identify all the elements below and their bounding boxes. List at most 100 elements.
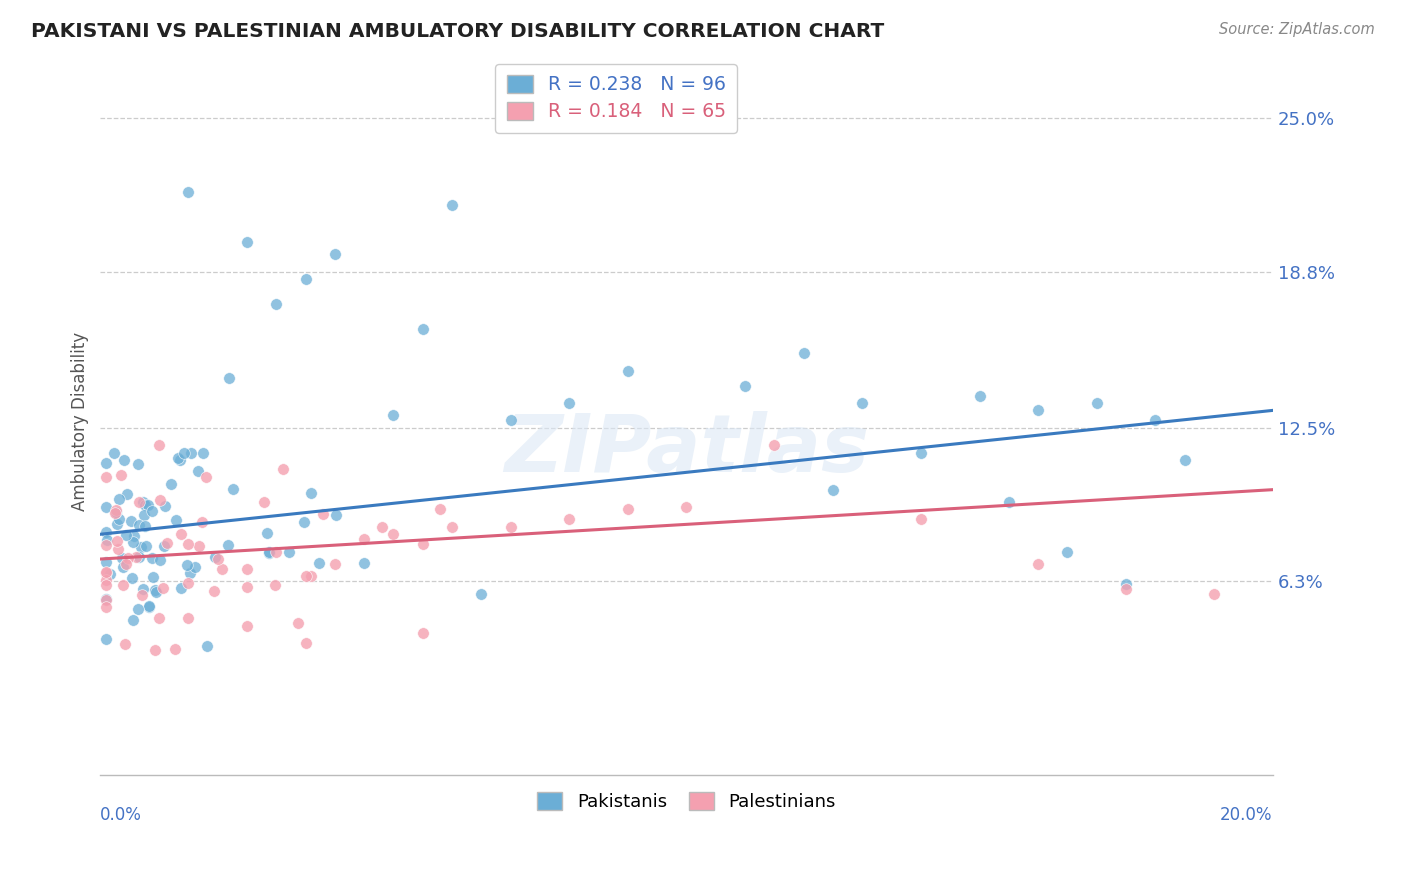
Point <box>499 520 522 534</box>
Point <box>100 566 122 581</box>
Point <box>412 626 434 640</box>
Point <box>236 580 259 594</box>
Point <box>103 445 125 459</box>
Point <box>105 505 128 519</box>
Point <box>412 537 434 551</box>
Legend: Pakistanis, Palestinians: Pakistanis, Palestinians <box>530 785 844 819</box>
Point <box>138 599 160 613</box>
Point <box>277 545 299 559</box>
Point <box>131 588 153 602</box>
Point <box>143 583 166 598</box>
Point <box>165 513 187 527</box>
Point <box>191 515 214 529</box>
Point <box>179 566 201 580</box>
Point <box>821 483 844 497</box>
Point <box>142 570 165 584</box>
Point <box>323 247 346 261</box>
Point <box>264 577 287 591</box>
Text: Source: ZipAtlas.com: Source: ZipAtlas.com <box>1219 22 1375 37</box>
Point <box>236 619 259 633</box>
Point <box>128 550 150 565</box>
Point <box>114 637 136 651</box>
Point <box>111 551 134 566</box>
Point <box>271 462 294 476</box>
Point <box>1056 544 1078 558</box>
Point <box>294 515 316 529</box>
Point <box>134 519 156 533</box>
Point <box>1202 587 1225 601</box>
Point <box>96 500 118 514</box>
Point <box>194 470 217 484</box>
Point <box>122 535 145 549</box>
Point <box>1115 577 1137 591</box>
Point <box>558 512 581 526</box>
Point <box>617 502 640 516</box>
Point <box>122 613 145 627</box>
Point <box>256 526 278 541</box>
Point <box>112 452 135 467</box>
Point <box>148 610 170 624</box>
Point <box>105 516 128 531</box>
Point <box>104 506 127 520</box>
Point <box>134 498 156 512</box>
Point <box>96 456 118 470</box>
Text: 20.0%: 20.0% <box>1220 806 1272 824</box>
Point <box>160 477 183 491</box>
Point <box>96 574 118 588</box>
Point <box>287 615 309 630</box>
Y-axis label: Ambulatory Disability: Ambulatory Disability <box>72 332 89 511</box>
Point <box>1026 403 1049 417</box>
Point <box>217 538 239 552</box>
Point <box>1144 413 1167 427</box>
Point <box>253 495 276 509</box>
Point <box>96 578 118 592</box>
Point <box>323 557 346 571</box>
Point <box>169 453 191 467</box>
Point <box>470 587 492 601</box>
Point <box>152 581 174 595</box>
Point <box>128 518 150 533</box>
Point <box>353 533 375 547</box>
Point <box>299 486 322 500</box>
Point <box>211 562 233 576</box>
Point <box>177 611 200 625</box>
Point <box>120 514 142 528</box>
Point <box>218 371 240 385</box>
Point <box>187 540 209 554</box>
Point <box>370 520 392 534</box>
Point <box>429 502 451 516</box>
Point <box>207 552 229 566</box>
Point <box>294 636 316 650</box>
Point <box>177 186 200 200</box>
Point <box>499 413 522 427</box>
Point <box>1026 557 1049 571</box>
Point <box>167 451 190 466</box>
Point <box>129 540 152 554</box>
Point <box>96 533 118 548</box>
Point <box>382 409 405 423</box>
Point <box>412 321 434 335</box>
Point <box>156 536 179 550</box>
Point <box>96 591 118 606</box>
Point <box>851 396 873 410</box>
Point <box>141 551 163 566</box>
Point <box>264 297 287 311</box>
Point <box>763 438 786 452</box>
Point <box>202 584 225 599</box>
Point <box>125 550 148 565</box>
Point <box>299 569 322 583</box>
Point <box>152 539 174 553</box>
Point <box>96 632 118 646</box>
Point <box>734 378 756 392</box>
Point <box>180 445 202 459</box>
Point <box>96 566 118 580</box>
Point <box>910 512 932 526</box>
Point <box>141 504 163 518</box>
Point <box>115 527 138 541</box>
Point <box>173 445 195 459</box>
Point <box>441 520 464 534</box>
Point <box>127 457 149 471</box>
Point <box>259 546 281 560</box>
Point <box>441 198 464 212</box>
Point <box>257 545 280 559</box>
